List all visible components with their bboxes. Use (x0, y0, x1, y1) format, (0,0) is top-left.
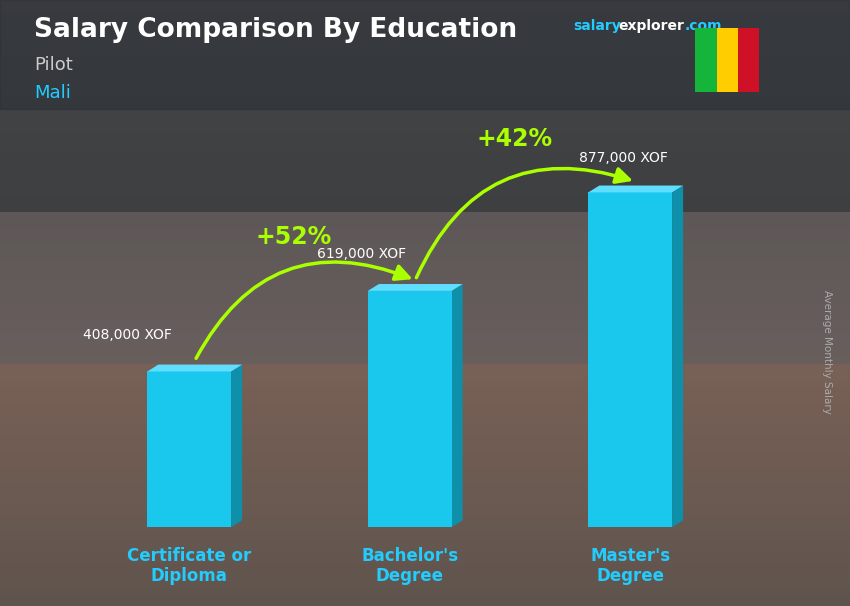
Text: explorer: explorer (618, 19, 683, 33)
Polygon shape (672, 185, 683, 527)
Bar (147, 371, 231, 527)
Polygon shape (147, 365, 242, 371)
Bar (0, 0, 850, 109)
Text: 408,000 XOF: 408,000 XOF (83, 328, 172, 342)
Polygon shape (451, 284, 462, 527)
Text: Pilot: Pilot (34, 56, 73, 74)
Text: 619,000 XOF: 619,000 XOF (317, 247, 405, 261)
Text: .com: .com (685, 19, 722, 33)
Text: +42%: +42% (476, 127, 552, 151)
Bar (738, 28, 759, 92)
Bar (695, 28, 717, 92)
Text: Mali: Mali (34, 84, 71, 102)
Text: salary: salary (574, 19, 621, 33)
Bar (588, 192, 672, 527)
Bar (717, 28, 738, 92)
Text: Salary Comparison By Education: Salary Comparison By Education (34, 17, 517, 43)
Polygon shape (231, 365, 242, 527)
Text: +52%: +52% (256, 225, 332, 250)
Text: 877,000 XOF: 877,000 XOF (579, 150, 668, 164)
Bar (368, 291, 451, 527)
Polygon shape (368, 284, 462, 291)
Polygon shape (588, 185, 683, 192)
Text: Average Monthly Salary: Average Monthly Salary (822, 290, 832, 413)
